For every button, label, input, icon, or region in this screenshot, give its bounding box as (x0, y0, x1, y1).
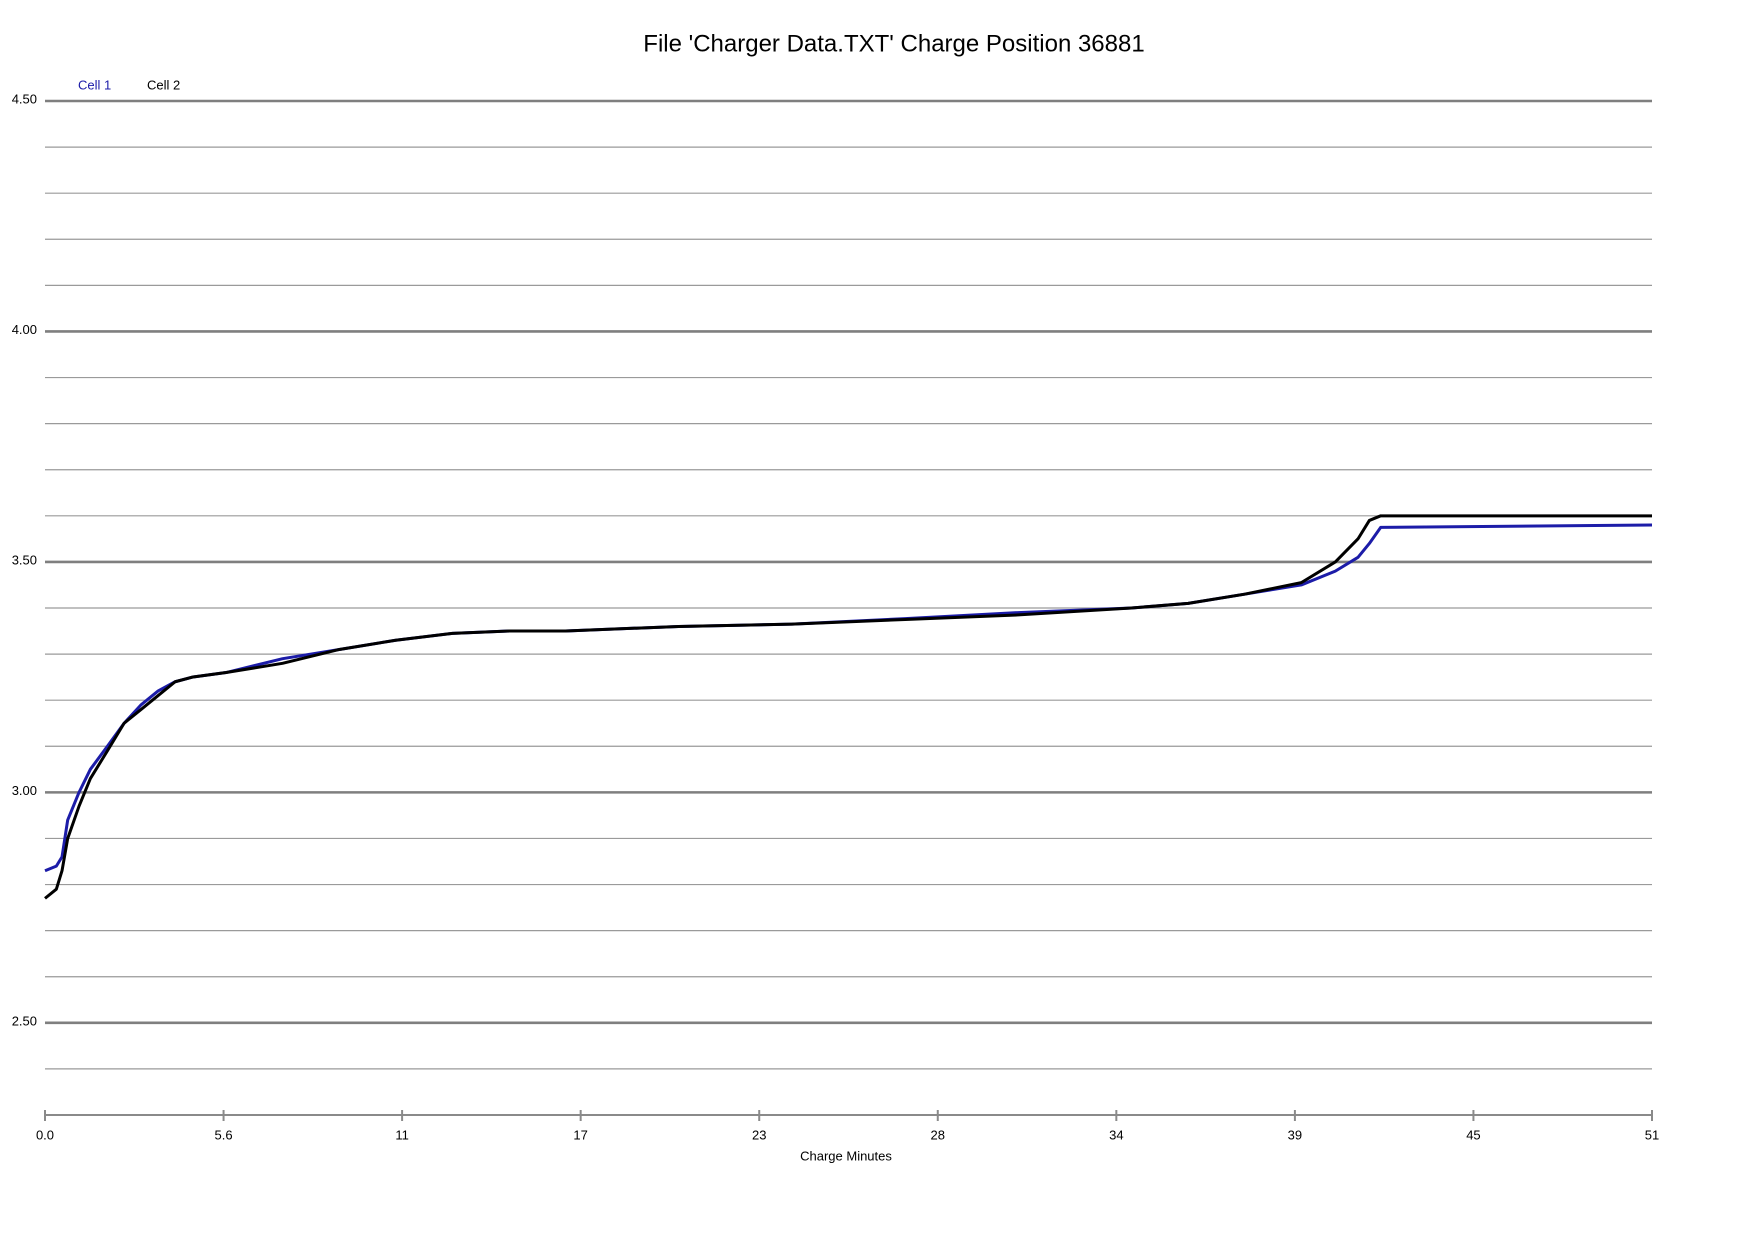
x-tick-label: 23 (752, 1127, 766, 1142)
x-tick-label: 45 (1466, 1127, 1480, 1142)
y-tick-label: 3.00 (12, 783, 37, 798)
x-tick-label: 11 (395, 1127, 409, 1142)
chart-title: File 'Charger Data.TXT' Charge Position … (643, 30, 1144, 57)
x-tick-label: 5.6 (215, 1127, 233, 1142)
x-tick-label: 0.0 (36, 1127, 54, 1142)
x-tick-label: 34 (1109, 1127, 1123, 1142)
y-tick-label: 3.50 (12, 552, 37, 567)
x-tick-label: 39 (1288, 1127, 1302, 1142)
legend-label: Cell 1 (78, 77, 111, 92)
y-tick-label: 4.50 (12, 91, 37, 106)
x-tick-label: 17 (573, 1127, 587, 1142)
y-tick-label: 4.00 (12, 322, 37, 337)
line-series (44, 523, 1653, 873)
x-axis-label: Charge Minutes (800, 1148, 892, 1163)
x-tick-label: 51 (1645, 1127, 1659, 1142)
line-series (44, 514, 1652, 900)
y-tick-label: 2.50 (12, 1013, 37, 1028)
x-tick-label: 28 (931, 1127, 945, 1142)
legend-label: Cell 2 (147, 77, 180, 92)
